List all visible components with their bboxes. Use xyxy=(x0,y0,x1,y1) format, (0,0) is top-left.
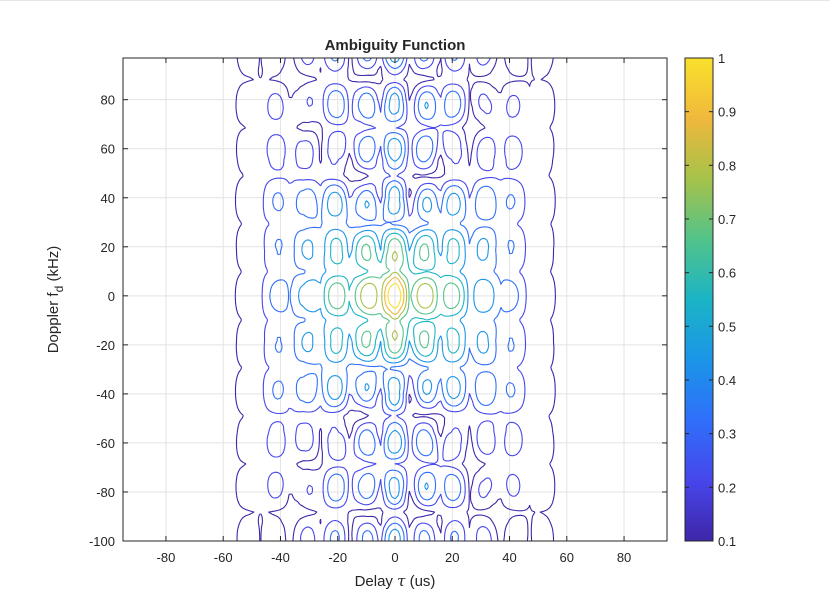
x-tick-label: -80 xyxy=(157,550,176,565)
colorbar-tick-label: 0.7 xyxy=(718,212,736,227)
y-tick-label: -40 xyxy=(96,387,115,402)
x-axis-label-units: (us) xyxy=(405,573,435,590)
y-tick-label: 40 xyxy=(101,191,115,206)
contour-level-0.2 xyxy=(261,58,527,541)
colorbar-tick-label: 0.9 xyxy=(718,105,736,120)
x-tick-label: 0 xyxy=(391,550,398,565)
y-tick-label: -80 xyxy=(96,485,115,500)
x-axis-label-tau: τ xyxy=(397,572,406,590)
colorbar-tick-label: 0.1 xyxy=(718,534,736,549)
y-tick-label: 60 xyxy=(101,142,115,157)
y-tick-label: -100 xyxy=(89,534,115,549)
y-axis-label-units: (kHz) xyxy=(45,246,62,286)
contour-level-0.5 xyxy=(323,232,465,359)
colorbar-tick-label: 0.4 xyxy=(718,373,736,388)
contour-level-0.1 xyxy=(234,58,556,541)
colorbar: 0.1 0.2 0.3 0.4 0.5 0.6 0.7 0.8 0.9 1 xyxy=(684,51,736,549)
axis-ticks: -80 -60 -40 -20 0 20 40 60 80 -100 -80 -60 -40 -20 0 20… xyxy=(89,58,667,565)
y-tick-label: 20 xyxy=(101,240,115,255)
contour-level-0.3 xyxy=(269,58,519,541)
colorbar-tick-label: 0.2 xyxy=(718,480,736,495)
contour-level-0.7 xyxy=(360,250,434,341)
x-tick-label: -40 xyxy=(271,550,290,565)
toolbar-divider xyxy=(0,0,830,1)
x-tick-label: 40 xyxy=(502,550,516,565)
y-axis-label: Doppler fd (kHz) xyxy=(45,246,66,354)
colorbar-tick-label: 0.6 xyxy=(718,266,736,281)
y-axis-label-subscript: d xyxy=(52,286,66,293)
colorbar-gradient xyxy=(684,57,714,542)
contour-level-0.6 xyxy=(328,237,461,354)
y-axis-label-prefix: Doppler f xyxy=(45,292,62,354)
y-tick-label: -60 xyxy=(96,436,115,451)
y-tick-label: 0 xyxy=(108,289,115,304)
x-tick-label: -20 xyxy=(328,550,347,565)
chart-title: Ambiguity Function xyxy=(325,37,466,54)
x-tick-label: 80 xyxy=(617,550,631,565)
colorbar-tick-label: 0.5 xyxy=(718,319,736,334)
grid-lines xyxy=(123,58,667,542)
x-tick-label: 20 xyxy=(445,550,459,565)
contour-level-0.9 xyxy=(387,282,402,310)
x-tick-label: -60 xyxy=(214,550,233,565)
contour-level-0.8 xyxy=(384,276,405,315)
contour-level-0.4 xyxy=(298,58,495,541)
x-axis-label-prefix: Delay xyxy=(355,573,398,590)
contour-plot-area xyxy=(234,58,556,541)
y-tick-label: -20 xyxy=(96,338,115,353)
colorbar-tick-label: 0.3 xyxy=(718,427,736,442)
colorbar-tick-label: 0.8 xyxy=(718,158,736,173)
y-tick-label: 80 xyxy=(101,93,115,108)
colorbar-tick-label: 1 xyxy=(718,51,725,66)
x-tick-label: 60 xyxy=(560,550,574,565)
x-axis-label: Delay τ (us) xyxy=(355,572,436,590)
